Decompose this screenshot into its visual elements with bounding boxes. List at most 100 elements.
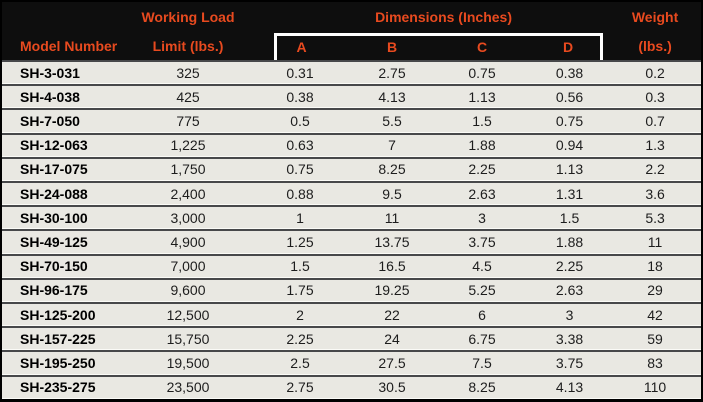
cell-model-number: SH-12-063: [2, 132, 130, 157]
cell-dim-a: 2: [274, 302, 350, 327]
cell-dim-b: 24: [350, 326, 442, 351]
cell-weight: 0.2: [603, 60, 702, 85]
cell-dim-a: 0.5: [274, 108, 350, 133]
cell-weight: 83: [603, 350, 702, 375]
cell-dim-c: 6: [442, 302, 528, 327]
table-row: SH-3-031 325 0.31 2.75 0.75 0.38 0.2: [2, 60, 702, 85]
cell-weight: 5.3: [603, 205, 702, 230]
cell-dim-a: 0.38: [274, 84, 350, 109]
cell-dim-c: 1.13: [442, 84, 528, 109]
cell-model-number: SH-49-125: [2, 229, 130, 254]
cell-working-load-limit: 12,500: [130, 302, 274, 327]
cell-dim-d: 3.38: [528, 326, 604, 351]
cell-dim-d: 0.75: [528, 108, 604, 133]
cell-dim-d: 3.75: [528, 350, 604, 375]
cell-dim-c: 0.75: [442, 60, 528, 85]
cell-dim-d: 4.13: [528, 374, 604, 399]
cell-dim-c: 3.75: [442, 229, 528, 254]
cell-dim-b: 11: [350, 205, 442, 230]
cell-dim-a: 1.75: [274, 277, 350, 303]
table-body: SH-3-031 325 0.31 2.75 0.75 0.38 0.2 SH-…: [2, 60, 702, 399]
cell-dim-a: 0.31: [274, 60, 350, 85]
cell-model-number: SH-24-088: [2, 181, 130, 206]
cell-dim-d: 2.25: [528, 253, 604, 278]
cell-dim-b: 5.5: [350, 108, 442, 133]
cell-dim-d: 1.88: [528, 229, 604, 254]
cell-dim-c: 1.5: [442, 108, 528, 133]
cell-model-number: SH-4-038: [2, 84, 130, 109]
table-row: SH-4-038 425 0.38 4.13 1.13 0.56 0.3: [2, 84, 702, 109]
cell-dim-d: 2.63: [528, 277, 604, 303]
cell-model-number: SH-3-031: [2, 60, 130, 85]
cell-model-number: SH-96-175: [2, 277, 130, 303]
header-dim-d: D: [528, 33, 604, 60]
cell-dim-d: 3: [528, 302, 604, 327]
cell-dim-a: 2.5: [274, 350, 350, 375]
cell-model-number: SH-195-250: [2, 350, 130, 375]
cell-dim-b: 13.75: [350, 229, 442, 254]
table-header: Working Load Dimensions (Inches) Weight …: [2, 2, 702, 60]
cell-working-load-limit: 7,000: [130, 253, 274, 278]
header-dim-b: B: [350, 33, 442, 60]
cell-working-load-limit: 23,500: [130, 374, 274, 399]
cell-dim-a: 2.75: [274, 374, 350, 399]
cell-dim-d: 1.13: [528, 156, 604, 182]
cell-model-number: SH-235-275: [2, 374, 130, 399]
cell-weight: 0.3: [603, 84, 702, 109]
cell-weight: 18: [603, 253, 702, 278]
table-row: SH-24-088 2,400 0.88 9.5 2.63 1.31 3.6: [2, 181, 702, 206]
cell-dim-c: 4.5: [442, 253, 528, 278]
cell-dim-d: 1.5: [528, 205, 604, 230]
header-dim-a: A: [274, 33, 350, 60]
cell-dim-b: 9.5: [350, 181, 442, 206]
cell-dim-b: 8.25: [350, 156, 442, 182]
cell-weight: 3.6: [603, 181, 702, 206]
cell-dim-b: 30.5: [350, 374, 442, 399]
cell-dim-c: 5.25: [442, 277, 528, 303]
cell-model-number: SH-157-225: [2, 326, 130, 351]
cell-dim-a: 1.25: [274, 229, 350, 254]
table-row: SH-96-175 9,600 1.75 19.25 5.25 2.63 29: [2, 277, 702, 303]
cell-dim-b: 2.75: [350, 60, 442, 85]
cell-dim-d: 0.56: [528, 84, 604, 109]
header-weight-line1: Weight: [603, 2, 702, 33]
cell-working-load-limit: 1,750: [130, 156, 274, 182]
cell-model-number: SH-17-075: [2, 156, 130, 182]
cell-working-load-limit: 15,750: [130, 326, 274, 351]
cell-weight: 0.7: [603, 108, 702, 133]
cell-working-load-limit: 19,500: [130, 350, 274, 375]
cell-dim-a: 1: [274, 205, 350, 230]
table-row: SH-7-050 775 0.5 5.5 1.5 0.75 0.7: [2, 108, 702, 133]
table-row: SH-157-225 15,750 2.25 24 6.75 3.38 59: [2, 326, 702, 351]
header-row-columns: Model Number Limit (lbs.) A B C D (lbs.): [2, 33, 702, 60]
cell-dim-b: 27.5: [350, 350, 442, 375]
cell-weight: 110: [603, 374, 702, 399]
cell-dim-c: 2.63: [442, 181, 528, 206]
header-working-load-line1: Working Load: [130, 2, 274, 33]
cell-working-load-limit: 2,400: [130, 181, 274, 206]
cell-model-number: SH-125-200: [2, 302, 130, 327]
cell-weight: 29: [603, 277, 702, 303]
cell-model-number: SH-7-050: [2, 108, 130, 133]
cell-working-load-limit: 3,000: [130, 205, 274, 230]
cell-dim-d: 0.38: [528, 60, 604, 85]
cell-dim-b: 22: [350, 302, 442, 327]
cell-working-load-limit: 1,225: [130, 132, 274, 157]
cell-working-load-limit: 4,900: [130, 229, 274, 254]
cell-weight: 11: [603, 229, 702, 254]
header-dim-c: C: [442, 33, 528, 60]
table-row: SH-17-075 1,750 0.75 8.25 2.25 1.13 2.2: [2, 156, 702, 182]
cell-weight: 59: [603, 326, 702, 351]
cell-dim-c: 3: [442, 205, 528, 230]
table-row: SH-49-125 4,900 1.25 13.75 3.75 1.88 11: [2, 229, 702, 254]
cell-dim-c: 7.5: [442, 350, 528, 375]
table-row: SH-195-250 19,500 2.5 27.5 7.5 3.75 83: [2, 350, 702, 375]
cell-dim-b: 19.25: [350, 277, 442, 303]
header-dimensions-group: Dimensions (Inches): [274, 2, 604, 33]
cell-model-number: SH-70-150: [2, 253, 130, 278]
cell-dim-c: 8.25: [442, 374, 528, 399]
cell-dim-d: 0.94: [528, 132, 604, 157]
cell-working-load-limit: 425: [130, 84, 274, 109]
